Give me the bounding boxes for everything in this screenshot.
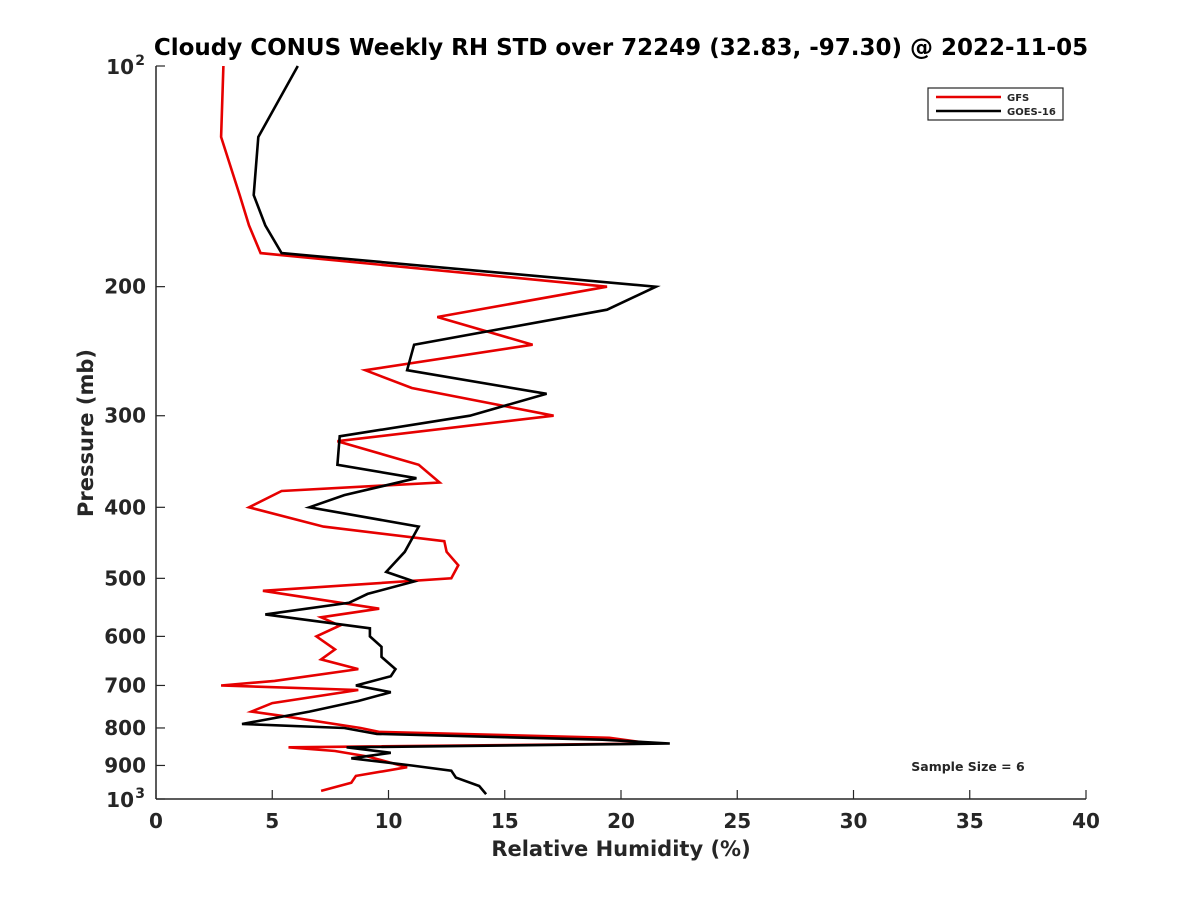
y-tick-label: 800 [104, 716, 146, 740]
x-tick-label: 5 [265, 809, 279, 833]
y-tick-label: 500 [104, 566, 146, 590]
x-tick-label: 30 [840, 809, 868, 833]
x-tick-label: 0 [149, 809, 163, 833]
y-axis-label: Pressure (mb) [74, 349, 98, 517]
y-tick-label: 700 [104, 673, 146, 697]
legend: GFS GOES-16 [927, 87, 1064, 121]
y-tick-label: 10 [106, 55, 134, 79]
y-tick-label: 900 [104, 753, 146, 777]
y-tick-exponent: 2 [135, 53, 145, 69]
series-line-goes-16 [241, 65, 670, 796]
x-tick-label: 40 [1072, 809, 1100, 833]
x-tick-label: 25 [723, 809, 751, 833]
x-axis-label: Relative Humidity (%) [491, 837, 750, 861]
legend-label: GOES-16 [1007, 107, 1056, 118]
chart-title: Cloudy CONUS Weekly RH STD over 72249 (3… [154, 35, 1088, 61]
x-tick-label: 10 [375, 809, 403, 833]
sample-size-annotation: Sample Size = 6 [911, 759, 1025, 774]
x-tick-label: 20 [607, 809, 635, 833]
series-line-gfs [219, 65, 652, 793]
y-tick-label: 200 [104, 275, 146, 299]
y-tick-label: 10 [106, 788, 134, 812]
y-tick-base: 10 [106, 788, 134, 812]
x-tick-label: 15 [491, 809, 519, 833]
x-tick-label: 35 [956, 809, 984, 833]
y-tick-exponent: 3 [135, 786, 145, 802]
y-tick-label: 600 [104, 624, 146, 648]
legend-box [927, 87, 1064, 121]
legend-label: GFS [1007, 93, 1029, 104]
y-tick-label: 300 [104, 404, 146, 428]
y-tick-base: 10 [106, 55, 134, 79]
y-tick-label: 400 [104, 495, 146, 519]
series-lines [219, 65, 670, 796]
x-axis-ticks: 0 5 10 15 20 25 30 35 40 [149, 790, 1100, 833]
